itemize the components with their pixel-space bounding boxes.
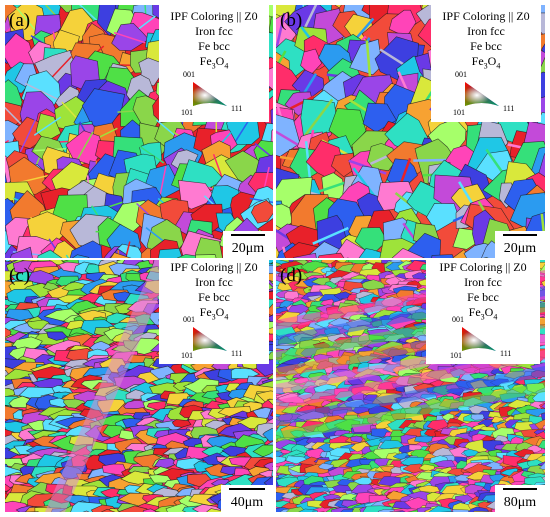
legend-phase-fe-bcc: Fe bcc: [198, 39, 230, 53]
legend-phase-iron-fcc: Iron fcc: [195, 275, 233, 289]
scale-bar-c: 40μm: [221, 485, 273, 512]
legend-phase-fe3o4: Fe3O4: [199, 305, 229, 322]
legend-title: IPF Coloring || Z0: [439, 260, 527, 274]
corner-label-001: 001: [452, 315, 464, 324]
scale-bar-line: [231, 234, 265, 236]
ipf-color-triangle-icon: [193, 82, 227, 106]
ebsd-map-panel-a: (a) IPF Coloring || Z0 Iron fcc Fe bcc F…: [5, 5, 273, 258]
scale-bar-label: 20μm: [503, 241, 537, 256]
corner-label-001: 001: [183, 70, 195, 79]
ipf-triangle-key-c: 001 101 111: [181, 316, 257, 362]
legend-phase-fe3o4: Fe3O4: [199, 54, 229, 71]
ipf-legend-d: IPF Coloring || Z0 Iron fcc Fe bcc Fe3O4…: [426, 260, 540, 364]
scale-bar-line: [503, 488, 537, 490]
ebsd-map-panel-d: (d) IPF Coloring || Z0 Iron fcc Fe bcc F…: [276, 260, 545, 512]
corner-label-111: 111: [231, 349, 243, 358]
scale-bar-line: [229, 488, 265, 490]
ipf-legend-c: IPF Coloring || Z0 Iron fcc Fe bcc Fe3O4…: [159, 260, 269, 364]
ipf-triangle-key-b: 001 101 111: [453, 71, 529, 117]
ipf-triangle-key-a: 001 101 111: [181, 71, 257, 117]
ipf-legend-a: IPF Coloring || Z0 Iron fcc Fe bcc Fe3O4…: [159, 5, 269, 122]
scale-bar-line: [503, 234, 537, 236]
ipf-color-triangle-icon: [193, 327, 227, 351]
corner-label-001: 001: [183, 315, 195, 324]
corner-label-001: 001: [455, 70, 467, 79]
panel-label-a: (a): [9, 10, 31, 31]
scale-bar-d: 80μm: [495, 485, 545, 512]
legend-phase-fe-bcc: Fe bcc: [198, 290, 230, 304]
scale-bar-b: 20μm: [495, 231, 545, 258]
corner-label-101: 101: [450, 351, 462, 360]
scale-bar-label: 20μm: [231, 241, 265, 256]
legend-phase-iron-fcc: Iron fcc: [195, 24, 233, 38]
ipf-color-triangle-icon: [465, 82, 499, 106]
scale-bar-a: 20μm: [223, 231, 273, 258]
ipf-triangle-key-d: 001 101 111: [450, 316, 526, 362]
legend-phase-fe-bcc: Fe bcc: [470, 39, 502, 53]
corner-label-101: 101: [181, 108, 193, 117]
ipf-legend-b: IPF Coloring || Z0 Iron fcc Fe bcc Fe3O4…: [431, 5, 541, 122]
legend-phase-fe3o4: Fe3O4: [468, 305, 498, 322]
ipf-color-triangle-icon: [462, 327, 496, 351]
legend-phase-iron-fcc: Iron fcc: [467, 24, 505, 38]
corner-label-111: 111: [231, 104, 243, 113]
corner-label-101: 101: [181, 351, 193, 360]
panel-label-b: (b): [280, 10, 303, 31]
legend-title: IPF Coloring || Z0: [442, 9, 530, 23]
corner-label-111: 111: [503, 104, 515, 113]
legend-phase-iron-fcc: Iron fcc: [464, 275, 502, 289]
legend-title: IPF Coloring || Z0: [170, 9, 258, 23]
panel-label-d: (d): [280, 265, 303, 286]
scale-bar-label: 80μm: [503, 495, 537, 510]
legend-phase-fe3o4: Fe3O4: [471, 54, 501, 71]
corner-label-111: 111: [500, 349, 512, 358]
corner-label-101: 101: [453, 108, 465, 117]
legend-title: IPF Coloring || Z0: [170, 260, 258, 274]
legend-phase-fe-bcc: Fe bcc: [467, 290, 499, 304]
ebsd-map-panel-c: (c) IPF Coloring || Z0 Iron fcc Fe bcc F…: [5, 260, 273, 512]
panel-label-c: (c): [9, 265, 31, 286]
ebsd-map-panel-b: (b) IPF Coloring || Z0 Iron fcc Fe bcc F…: [276, 5, 545, 258]
scale-bar-label: 40μm: [230, 495, 264, 510]
